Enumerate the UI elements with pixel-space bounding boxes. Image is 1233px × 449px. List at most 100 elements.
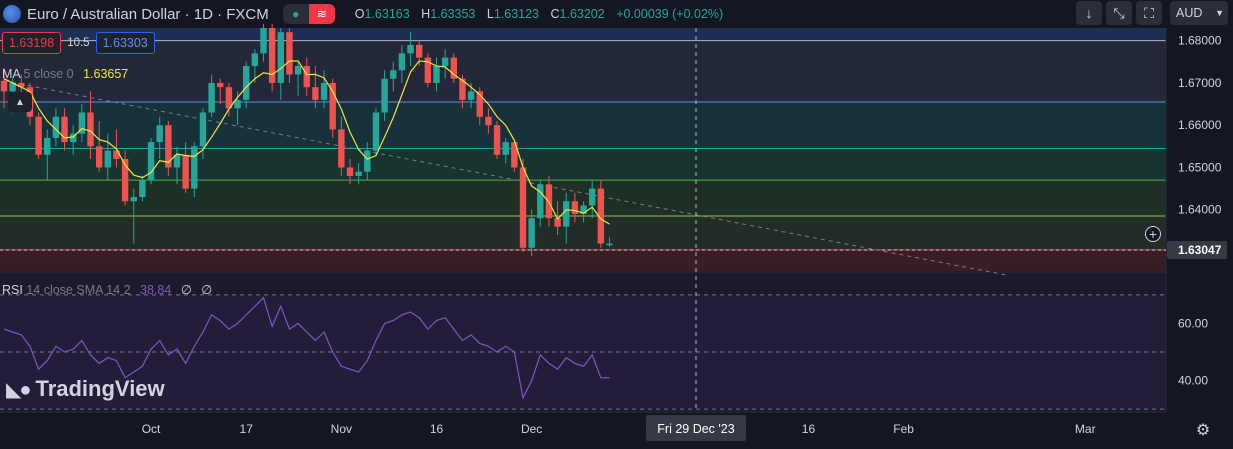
plus-circle-icon[interactable]: + bbox=[1145, 226, 1161, 242]
candle-body bbox=[528, 218, 535, 248]
quote-boxes: 1.63198 10.5 1.63303 bbox=[0, 32, 155, 54]
market-open-dot-icon: ● bbox=[292, 7, 300, 21]
time-tick-label: Mar bbox=[1075, 422, 1096, 436]
candle-body bbox=[571, 201, 579, 214]
buy-price-box[interactable]: 1.63303 bbox=[95, 32, 155, 54]
candle-body bbox=[416, 44, 423, 58]
symbol-title[interactable]: Euro / Australian Dollar · 1D · FXCM bbox=[27, 5, 269, 23]
candle-body bbox=[18, 82, 25, 88]
arrow-down-icon[interactable]: ↓ bbox=[1076, 1, 1102, 25]
candle-body bbox=[606, 243, 613, 246]
price-tick-label: 1.68000 bbox=[1178, 34, 1222, 48]
candle-body bbox=[208, 82, 215, 113]
current-price-tag bbox=[1167, 240, 1227, 259]
candle-body bbox=[243, 66, 250, 100]
price-zone bbox=[0, 216, 1166, 250]
candle-body bbox=[104, 150, 111, 168]
candle-body bbox=[234, 99, 241, 109]
candle-body bbox=[147, 142, 155, 181]
price-zone bbox=[0, 40, 1166, 102]
candle-body bbox=[346, 167, 354, 176]
sell-price-box[interactable]: 1.63198 bbox=[2, 32, 62, 54]
candle-body bbox=[563, 201, 570, 227]
ma-legend-value: 1.63657 bbox=[83, 67, 129, 81]
currency-select[interactable]: AUD ▼ bbox=[1170, 1, 1228, 25]
candle-body bbox=[286, 32, 293, 75]
candle-body bbox=[441, 57, 449, 67]
candle-body bbox=[511, 142, 518, 168]
candle-body bbox=[312, 87, 319, 100]
candle-body bbox=[294, 66, 302, 75]
candle-body bbox=[139, 180, 146, 198]
candle-body bbox=[0, 80, 8, 92]
price-tick-label: 1.65000 bbox=[1178, 160, 1222, 174]
gear-icon[interactable]: ⚙ bbox=[1195, 422, 1211, 439]
rsi-legend-extra-2: ∅ bbox=[201, 283, 213, 297]
candle-body bbox=[450, 57, 457, 79]
candle-body bbox=[364, 150, 371, 172]
spread-value: 10.5 bbox=[67, 37, 90, 49]
current-price-label: 1.63047 bbox=[1178, 243, 1222, 257]
candle-body bbox=[329, 82, 336, 130]
candle-body bbox=[277, 32, 284, 83]
price-axis-background bbox=[1167, 28, 1233, 449]
chevron-up-icon[interactable]: ▲ bbox=[8, 92, 32, 112]
time-tick-label: Nov bbox=[331, 422, 352, 436]
rsi-tick-label: 40.00 bbox=[1178, 374, 1208, 388]
candle-body bbox=[260, 28, 267, 54]
candle-body bbox=[251, 53, 259, 67]
rsi-tick-label: 60.00 bbox=[1178, 316, 1208, 330]
tradingview-logo-text: TradingView bbox=[35, 376, 165, 401]
time-tick-label: 17 bbox=[240, 422, 254, 436]
market-status-pill[interactable]: ● ≋ bbox=[282, 4, 335, 24]
candle-body bbox=[173, 154, 181, 168]
candle-body bbox=[182, 154, 189, 189]
time-tick-label: Dec bbox=[521, 422, 542, 436]
ma-legend[interactable]: MA 5 close 0 1.63657 bbox=[2, 67, 128, 81]
price-zone bbox=[0, 249, 1166, 271]
ma-legend-params: 5 close 0 bbox=[23, 67, 74, 81]
ohlc-close: 1.63202 bbox=[559, 7, 605, 21]
candle-body bbox=[424, 57, 432, 83]
candle-body bbox=[519, 167, 527, 248]
candle-body bbox=[554, 218, 561, 227]
candle-body bbox=[165, 125, 172, 168]
candle-body bbox=[61, 116, 68, 143]
price-zone bbox=[0, 28, 1166, 41]
candle-body bbox=[78, 112, 86, 134]
expand-icon[interactable]: ⤡ bbox=[1106, 1, 1132, 25]
rsi-legend[interactable]: RSI 14 close SMA 14 2 38.84 ∅ ∅ bbox=[2, 282, 212, 297]
currency-label: AUD bbox=[1176, 6, 1203, 20]
fullscreen-icon[interactable]: ⛶ bbox=[1136, 1, 1162, 25]
ohlc-high: 1.63353 bbox=[430, 7, 476, 21]
candle-body bbox=[225, 87, 233, 109]
candle-body bbox=[537, 184, 544, 219]
rsi-legend-params: 14 close SMA 14 2 bbox=[26, 283, 131, 297]
candle-body bbox=[156, 125, 163, 143]
time-tick-label: Oct bbox=[142, 422, 161, 436]
candle-body bbox=[217, 82, 224, 88]
tradingview-logo-icon: ◣● bbox=[6, 378, 32, 401]
candle-body bbox=[95, 146, 103, 168]
time-axis-background bbox=[0, 412, 1166, 449]
candle-body bbox=[268, 28, 276, 83]
candle-body bbox=[9, 82, 16, 92]
wave-icon: ≋ bbox=[308, 4, 335, 24]
time-tick-label: Feb bbox=[893, 422, 914, 436]
candle-body bbox=[35, 116, 42, 155]
candle-body bbox=[199, 112, 207, 147]
price-tick-label: 1.64000 bbox=[1178, 203, 1222, 217]
candle-body bbox=[320, 82, 328, 100]
top-right-toolbar: ↓ ⤡ ⛶ bbox=[1072, 1, 1162, 25]
ohlc-readout: O1.63163 H1.63353 L1.63123 C1.63202 +0.0… bbox=[354, 7, 724, 21]
candle-body bbox=[70, 133, 77, 143]
candle-body bbox=[372, 112, 380, 151]
crosshair-date-label: Fri 29 Dec '23 bbox=[657, 422, 734, 436]
ma-line bbox=[3, 60, 610, 225]
rsi-band-fill bbox=[0, 294, 1166, 410]
tradingview-logo[interactable]: ◣● TradingView bbox=[6, 376, 165, 402]
symbol-globe-icon[interactable] bbox=[3, 5, 21, 23]
ohlc-open: 1.63163 bbox=[364, 7, 410, 21]
candle-body bbox=[597, 188, 605, 244]
